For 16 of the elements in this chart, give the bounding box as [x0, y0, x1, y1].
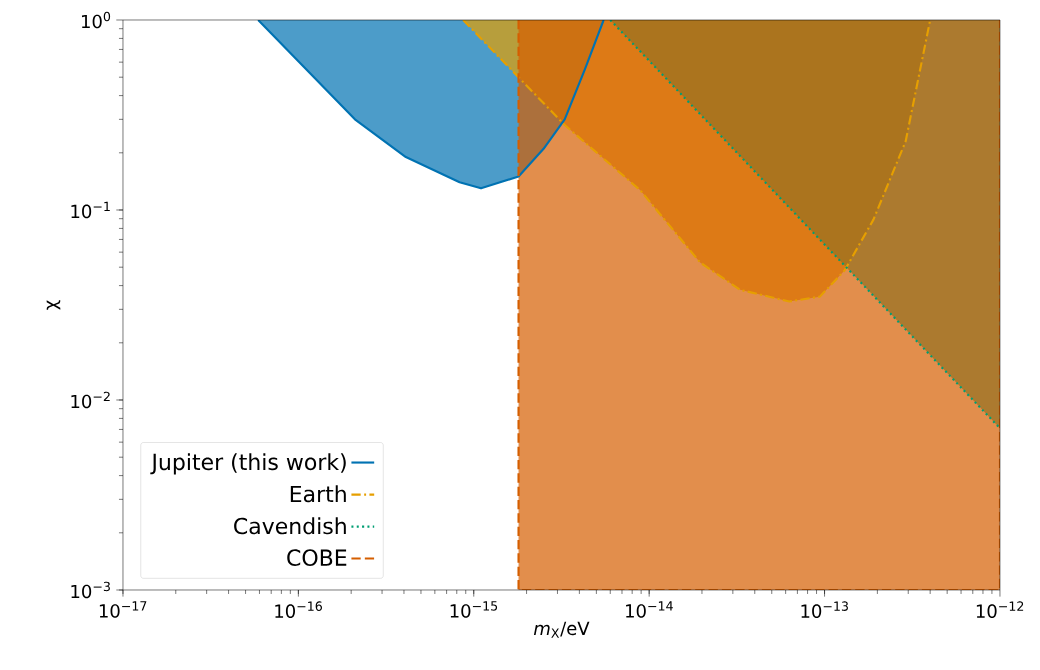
x-tick-label: 10$^{−14}$	[626, 601, 673, 618]
y-axis-title: χ	[46, 300, 61, 310]
y-tick-label: 10$^{−2}$	[71, 391, 110, 409]
x-axis-title: m$_{X}$/eV	[533, 621, 590, 638]
legend-label: Earth	[290, 485, 346, 503]
y-tick-label: 10$^{−1}$	[71, 201, 110, 219]
x-tick-label: 10$^{−12}$	[976, 601, 1024, 618]
legend-label: Cavendish	[234, 517, 346, 535]
x-tick-label: 10$^{−17}$	[99, 601, 147, 618]
y-tick-label: 10$^{0}$	[81, 11, 111, 29]
x-tick-label: 10$^{−13}$	[801, 601, 848, 618]
y-tick-label: 10$^{−3}$	[71, 581, 110, 599]
x-tick-label: 10$^{−16}$	[275, 601, 322, 618]
legend-label: Jupiter (this work)	[150, 453, 346, 475]
x-tick-label: 10$^{−15}$	[450, 601, 498, 618]
legend-label: COBE	[287, 549, 347, 566]
